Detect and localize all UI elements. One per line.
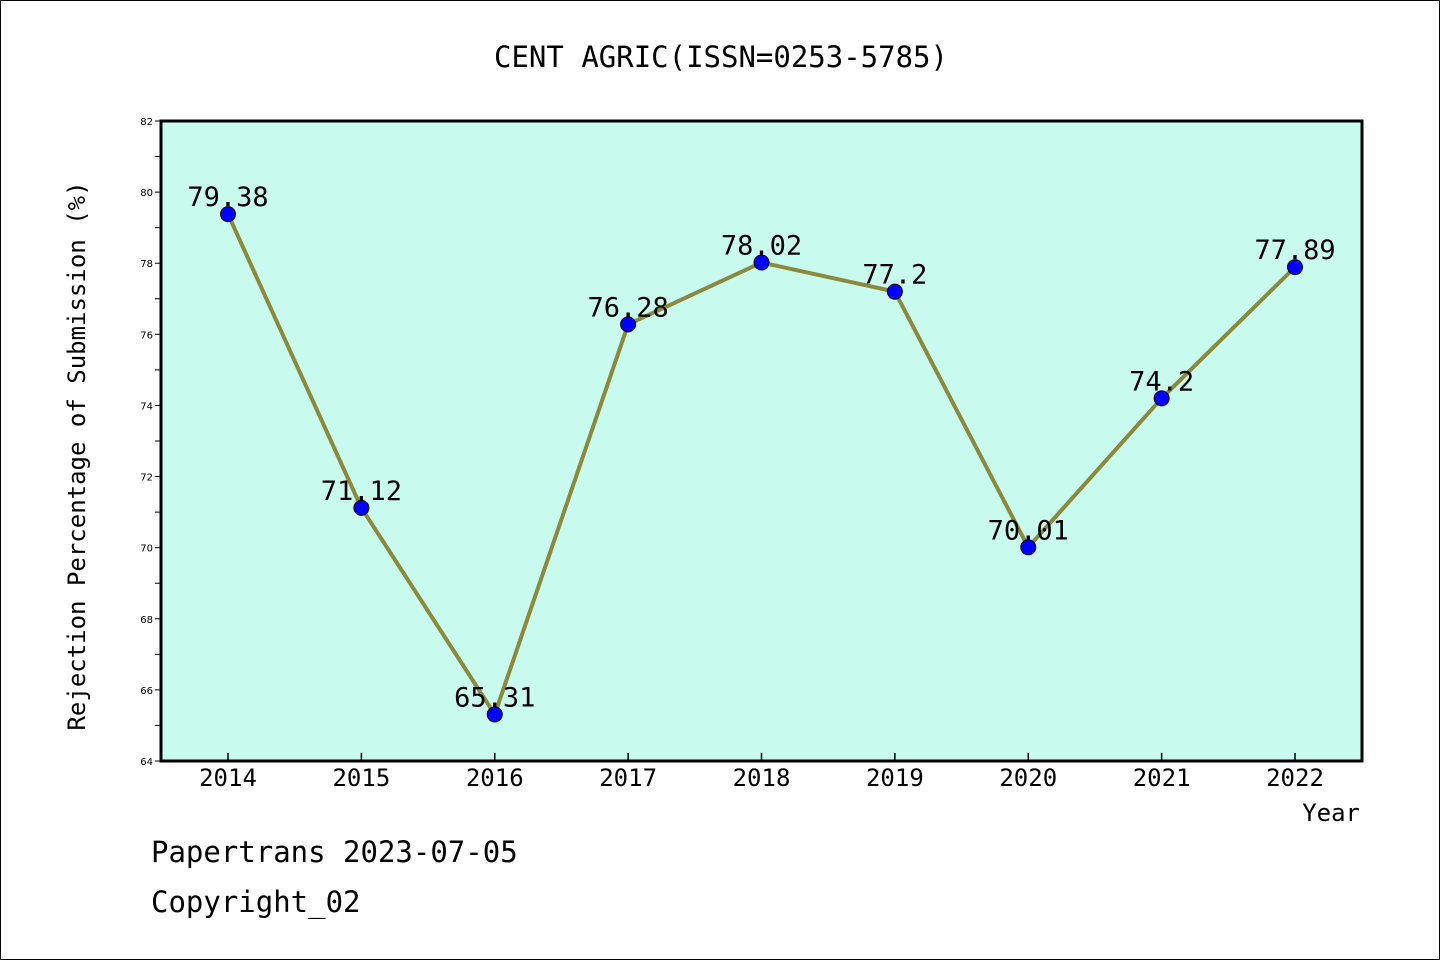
x-tick-label: 2020 [999, 764, 1057, 792]
y-tick-label: 82 [140, 117, 153, 128]
x-axis: 2014 2015 2016 2017 2018 2019 2020 2021 2022 [199, 753, 1324, 792]
data-point [1153, 390, 1170, 407]
y-axis: 64 66 68 70 72 74 76 78 80 82 [140, 117, 161, 768]
data-point [1020, 539, 1037, 556]
y-tick-label: 74 [140, 401, 153, 412]
data-label: 77.89 [1254, 235, 1335, 266]
x-tick-label: 2021 [1133, 764, 1191, 792]
y-tick-label: 72 [140, 473, 153, 484]
y-tick-label: 66 [140, 686, 153, 697]
y-axis-label: Rejection Percentage of Submission (%) [63, 181, 91, 730]
data-point [353, 499, 370, 516]
source-text: Papertrans 2023-07-05 [151, 835, 518, 869]
x-tick-label: 2019 [866, 764, 924, 792]
x-tick-label: 2015 [332, 764, 390, 792]
data-label: 74.2 [1129, 366, 1194, 397]
x-axis-label: Year [1302, 799, 1360, 827]
data-point [620, 316, 637, 333]
data-point [1287, 259, 1303, 276]
x-tick-label: 2022 [1266, 764, 1324, 792]
x-tick-label: 2017 [599, 764, 657, 792]
data-label: 78.02 [721, 231, 802, 262]
data-label: 70.01 [988, 515, 1069, 546]
y-tick-label: 76 [140, 330, 153, 341]
plot-area [159, 119, 1364, 763]
data-label: 77.2 [862, 260, 927, 291]
data-point [220, 206, 236, 223]
x-tick-label: 2016 [466, 764, 524, 792]
y-tick-label: 64 [140, 757, 153, 768]
data-labels-group: 79.38 71.12 65.31 76.28 78.02 77.2 70.01 74.2 77… [187, 182, 1335, 713]
y-tick-label: 80 [140, 188, 153, 199]
y-tick-label: 78 [140, 259, 153, 270]
data-label: 71.12 [321, 476, 402, 507]
data-label: 76.28 [587, 292, 668, 323]
data-label: 65.31 [454, 682, 535, 713]
copyright-text: Copyright_02 [151, 885, 361, 919]
y-tick-label: 70 [140, 544, 153, 555]
data-point [486, 706, 503, 723]
x-tick-label: 2018 [733, 764, 791, 792]
y-tick-label: 68 [140, 615, 153, 626]
x-tick-label: 2014 [199, 764, 257, 792]
data-point [886, 283, 903, 300]
data-label: 79.38 [187, 182, 268, 213]
data-point [753, 254, 770, 271]
markers-group [220, 206, 1303, 723]
chart-title: CENT AGRIC(ISSN=0253-5785) [494, 40, 948, 74]
